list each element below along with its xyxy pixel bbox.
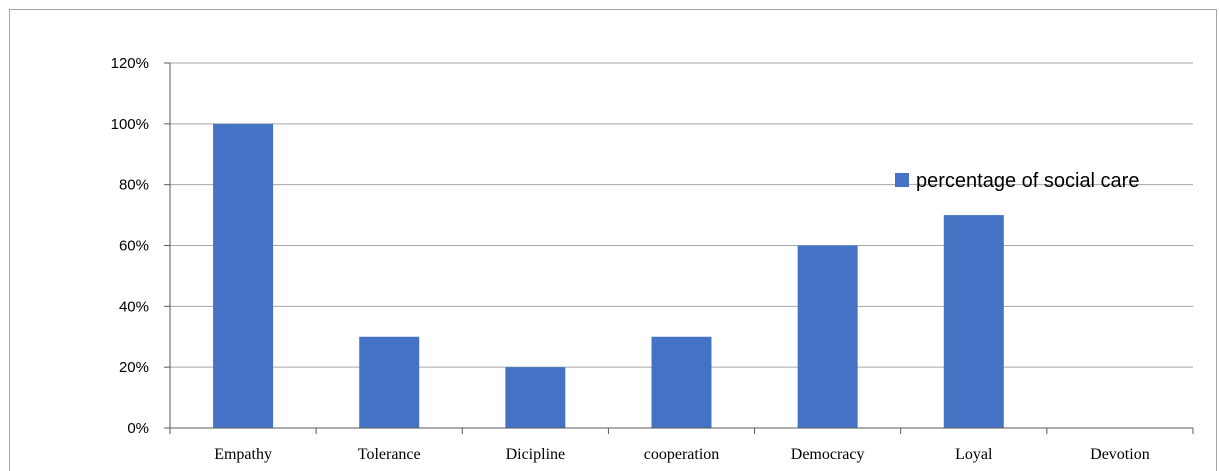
x-tick-label: Empathy [214, 446, 272, 463]
legend-label: percentage of social care [916, 170, 1139, 192]
legend: percentage of social care [895, 170, 1139, 192]
axes [164, 62, 1194, 434]
y-tick-label: 120% [111, 55, 149, 72]
x-tick-label: Dicipline [506, 446, 566, 463]
bars [213, 123, 1004, 428]
y-tick-label: 40% [119, 298, 149, 315]
bar-empathy [213, 123, 274, 428]
x-tick-label: Devotion [1090, 446, 1150, 463]
y-tick-label: 100% [111, 116, 149, 133]
chart-frame [9, 9, 1217, 471]
y-tick-labels: 0% 20% 40% 60% 80% 100% 120% [111, 55, 149, 437]
y-tick-label: 20% [119, 359, 149, 376]
x-tick-label: Loyal [955, 446, 993, 463]
y-tick-label: 80% [119, 177, 149, 194]
bar-democracy [797, 245, 858, 428]
y-tick-label: 0% [127, 420, 149, 437]
bar-dicipline [505, 367, 566, 428]
legend-swatch [895, 173, 909, 187]
x-tick-labels: Empathy Tolerance Dicipline cooperation Demo… [214, 446, 1150, 463]
bar-loyal [943, 215, 1004, 428]
gridlines [170, 62, 1193, 368]
bar-cooperation [651, 336, 712, 428]
x-tick-label: cooperation [644, 446, 720, 463]
y-tick-label: 60% [119, 238, 149, 255]
x-tick-label: Democracy [791, 446, 865, 463]
x-tick-label: Tolerance [358, 446, 421, 463]
bar-tolerance [359, 336, 420, 428]
